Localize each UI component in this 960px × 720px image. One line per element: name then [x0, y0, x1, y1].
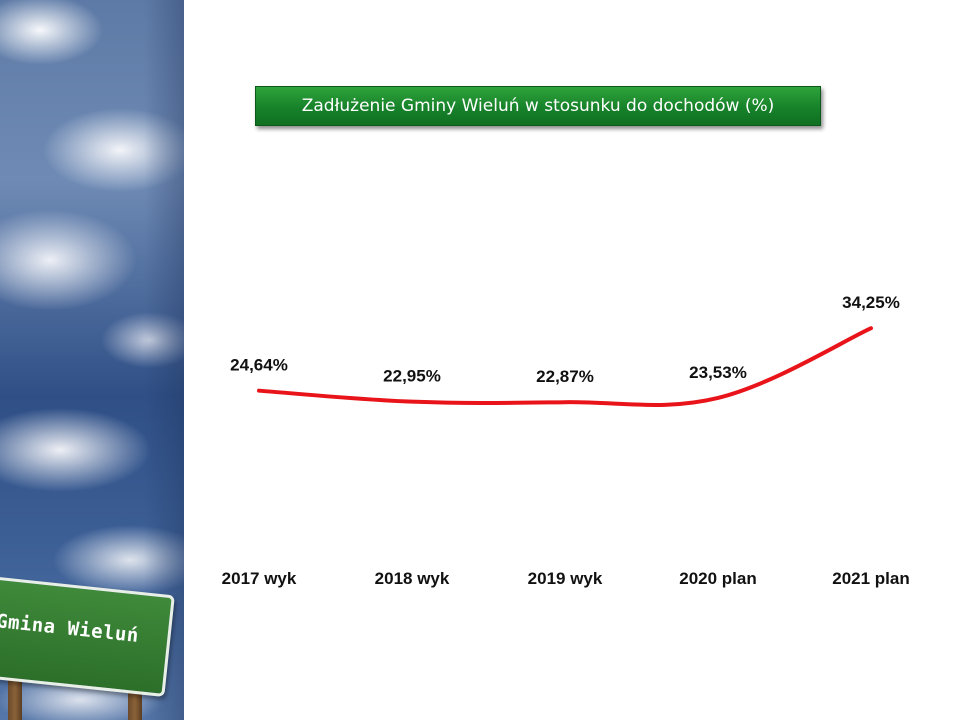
series-line: [257, 326, 873, 407]
data-label: 23,53%: [689, 363, 747, 382]
data-label: 24,64%: [230, 356, 288, 375]
x-tick-label: 2018 wyk: [375, 569, 450, 588]
data-label: 22,87%: [536, 367, 594, 386]
x-tick-label: 2019 wyk: [528, 569, 603, 588]
x-tick-label: 2021 plan: [832, 569, 910, 588]
background-photo: Gmina Wieluń: [0, 0, 184, 720]
chart-title-banner: Zadłużenie Gminy Wieluń w stosunku do do…: [255, 86, 821, 126]
data-label: 34,25%: [842, 293, 900, 312]
x-tick-label: 2020 plan: [679, 569, 757, 588]
chart-title: Zadłużenie Gminy Wieluń w stosunku do do…: [301, 96, 775, 116]
x-tick-label: 2017 wyk: [222, 569, 297, 588]
data-label: 22,95%: [383, 367, 441, 386]
